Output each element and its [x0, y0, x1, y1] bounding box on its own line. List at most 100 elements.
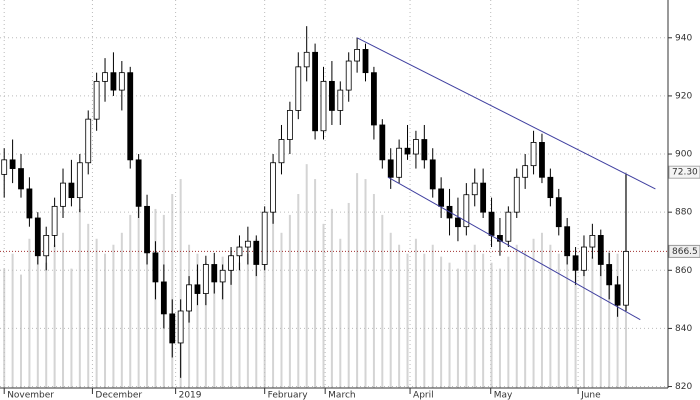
volume-bar — [280, 232, 283, 388]
volume-bar — [263, 223, 266, 388]
volume-bar — [272, 208, 275, 388]
candle-body — [362, 49, 369, 74]
volume-bar — [498, 268, 501, 388]
volume-marker-label: 72.30 — [672, 168, 698, 178]
trendline — [356, 37, 656, 190]
candle-body — [286, 110, 293, 140]
y-tick-label: 860 — [675, 266, 692, 276]
candle-body — [463, 194, 470, 228]
candle-body — [194, 284, 201, 294]
candle-body — [51, 205, 58, 236]
candle-body — [177, 310, 184, 344]
candle-body — [270, 162, 276, 213]
candle-body — [513, 176, 520, 213]
volume-marker-box — [668, 165, 700, 179]
volume-bar — [507, 256, 510, 388]
x-tick-label: 2019 — [179, 391, 202, 400]
volume-bar — [297, 194, 300, 388]
volume-bar — [322, 223, 325, 388]
candle-body — [455, 217, 461, 228]
candle-body — [76, 162, 83, 199]
volume-bar — [221, 256, 224, 388]
candle-body — [480, 182, 487, 213]
candle-body — [127, 72, 134, 161]
candle-body — [211, 264, 218, 283]
last-price-label: 866.5 — [672, 247, 698, 257]
volume-bar — [515, 244, 518, 388]
candle-body — [581, 246, 587, 271]
candle-body — [144, 205, 150, 254]
candle-body — [387, 159, 394, 178]
y-tick-label: 840 — [675, 324, 692, 334]
volume-bar — [213, 268, 216, 388]
candle-body — [60, 182, 66, 207]
volume-bar — [524, 250, 527, 388]
volume-bar — [246, 253, 249, 388]
candle-body — [253, 240, 260, 265]
volume-bar — [330, 208, 333, 388]
candle-body — [261, 211, 268, 265]
trendline — [387, 176, 641, 321]
candle-body — [118, 72, 125, 91]
y-tick-label: 920 — [675, 91, 692, 101]
y-tick-label: 820 — [675, 382, 692, 392]
candle-body — [371, 72, 377, 126]
candle-body — [186, 284, 192, 312]
volume-bar — [566, 256, 569, 388]
volume-bar — [431, 244, 434, 388]
candle-body — [413, 139, 419, 155]
candle-body — [110, 72, 117, 91]
candle-body — [312, 51, 318, 132]
volume-bar — [347, 202, 350, 388]
candle-body — [320, 80, 327, 132]
candle-body — [597, 235, 604, 265]
candle-body — [429, 159, 436, 190]
candle-body — [236, 246, 243, 257]
volume-bar — [381, 214, 384, 388]
candle-body — [93, 80, 100, 120]
volume-bar — [414, 238, 417, 388]
candle-body — [555, 197, 562, 228]
volume-bar — [28, 238, 31, 388]
volume-bar — [465, 250, 468, 388]
volume-bar — [398, 244, 401, 388]
candle-body — [303, 51, 310, 68]
volume-bar — [314, 179, 317, 388]
candle-body — [497, 235, 503, 242]
volume-bar — [490, 262, 493, 388]
candle-body — [135, 159, 142, 207]
volume-bar — [204, 262, 207, 388]
volume-bar — [129, 214, 132, 388]
candle-body — [228, 255, 234, 271]
x-tick-label: December — [95, 391, 142, 400]
candle-body — [160, 281, 167, 315]
volume-bar — [112, 244, 115, 388]
candle-body — [614, 284, 621, 306]
candle-body — [471, 182, 478, 196]
volume-bar — [238, 262, 241, 388]
volume-bar — [230, 250, 233, 388]
volume-bar — [78, 208, 81, 388]
volume-bar — [540, 232, 543, 388]
candle-body — [18, 168, 24, 190]
volume-bar — [406, 253, 409, 388]
candle-body — [328, 80, 335, 111]
volume-bar — [288, 214, 291, 388]
candle-body — [345, 60, 352, 91]
volume-bar — [36, 223, 39, 388]
y-tick-label: 900 — [675, 150, 692, 160]
volume-bar — [557, 253, 560, 388]
volume-bar — [255, 238, 258, 388]
candle-body — [505, 211, 512, 242]
volume-bar — [196, 253, 199, 388]
volume-bar — [574, 262, 577, 388]
x-tick-label: February — [268, 391, 309, 400]
candle-body — [404, 147, 411, 155]
volume-bar — [305, 164, 308, 388]
y-tick-label: 880 — [675, 208, 692, 218]
volume-bar — [104, 253, 107, 388]
candle-body — [43, 235, 50, 257]
volume-bar — [532, 238, 535, 388]
volume-bar — [608, 250, 611, 388]
candle-body — [202, 264, 209, 294]
